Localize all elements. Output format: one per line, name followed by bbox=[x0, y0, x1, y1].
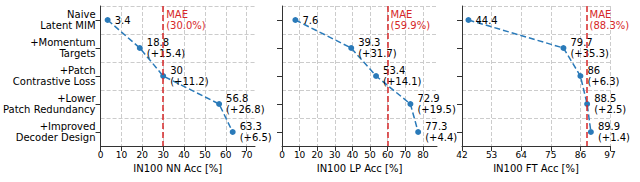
svg-text:(+31.7): (+31.7) bbox=[358, 48, 397, 59]
svg-text:77.3: 77.3 bbox=[425, 121, 447, 132]
svg-text:(+6.5): (+6.5) bbox=[240, 132, 272, 143]
svg-text:79.7: 79.7 bbox=[570, 37, 592, 48]
svg-text:97: 97 bbox=[604, 150, 615, 160]
svg-text:3.4: 3.4 bbox=[115, 15, 131, 26]
svg-text:Latent MIM: Latent MIM bbox=[40, 20, 95, 31]
svg-text:+Momentum: +Momentum bbox=[30, 37, 95, 48]
svg-text:50: 50 bbox=[364, 150, 376, 160]
svg-text:(+14.1): (+14.1) bbox=[383, 76, 422, 87]
svg-text:39.3: 39.3 bbox=[358, 37, 380, 48]
svg-text:Decoder Design: Decoder Design bbox=[16, 132, 96, 143]
svg-text:(+6.3): (+6.3) bbox=[587, 76, 619, 87]
svg-text:10: 10 bbox=[294, 150, 306, 160]
svg-text:IN100 LP Acc [%]: IN100 LP Acc [%] bbox=[317, 163, 403, 174]
svg-text:IN100 FT Acc [%]: IN100 FT Acc [%] bbox=[493, 163, 579, 174]
svg-text:MAE: MAE bbox=[590, 9, 612, 20]
svg-text:30: 30 bbox=[170, 65, 183, 76]
svg-text:70: 70 bbox=[241, 150, 253, 160]
svg-text:MAE: MAE bbox=[391, 9, 413, 20]
svg-text:IN100 NN Acc [%]: IN100 NN Acc [%] bbox=[133, 163, 222, 174]
svg-text:+Improved: +Improved bbox=[40, 121, 96, 132]
svg-text:Contrastive Loss: Contrastive Loss bbox=[13, 76, 96, 87]
svg-text:(+19.5): (+19.5) bbox=[417, 104, 456, 115]
svg-text:MAE: MAE bbox=[166, 9, 188, 20]
svg-text:63.3: 63.3 bbox=[240, 121, 262, 132]
svg-text:20: 20 bbox=[137, 150, 149, 160]
svg-text:(+11.2): (+11.2) bbox=[170, 76, 209, 87]
svg-text:42: 42 bbox=[456, 150, 467, 160]
svg-text:18.8: 18.8 bbox=[147, 37, 169, 48]
svg-text:64: 64 bbox=[515, 150, 527, 160]
svg-text:30: 30 bbox=[157, 150, 169, 160]
svg-text:+Patch: +Patch bbox=[60, 65, 96, 76]
svg-text:44.4: 44.4 bbox=[475, 15, 497, 26]
svg-text:50: 50 bbox=[199, 150, 211, 160]
svg-text:7.6: 7.6 bbox=[302, 15, 318, 26]
svg-text:30: 30 bbox=[329, 150, 341, 160]
svg-text:(30.0%): (30.0%) bbox=[166, 20, 206, 31]
svg-text:0: 0 bbox=[279, 150, 285, 160]
svg-text:(+1.4): (+1.4) bbox=[598, 132, 630, 143]
svg-text:89.9: 89.9 bbox=[598, 121, 620, 132]
svg-text:(+35.3): (+35.3) bbox=[570, 48, 609, 59]
svg-text:(+26.8): (+26.8) bbox=[226, 104, 265, 115]
svg-text:Naive: Naive bbox=[67, 9, 95, 20]
svg-text:60: 60 bbox=[382, 150, 394, 160]
svg-text:(59.9%): (59.9%) bbox=[391, 20, 431, 31]
svg-text:20: 20 bbox=[312, 150, 324, 160]
svg-text:60: 60 bbox=[220, 150, 232, 160]
svg-text:88.5: 88.5 bbox=[594, 93, 616, 104]
svg-text:Patch Redundancy: Patch Redundancy bbox=[3, 104, 96, 115]
svg-text:(+4.4): (+4.4) bbox=[425, 132, 457, 143]
svg-text:40: 40 bbox=[347, 150, 359, 160]
svg-text:(+15.4): (+15.4) bbox=[147, 48, 186, 59]
svg-text:86: 86 bbox=[575, 150, 587, 160]
svg-text:(+2.5): (+2.5) bbox=[594, 104, 626, 115]
svg-text:Targets: Targets bbox=[58, 48, 95, 59]
svg-text:0: 0 bbox=[98, 150, 104, 160]
svg-text:56.8: 56.8 bbox=[226, 93, 248, 104]
svg-text:53.4: 53.4 bbox=[383, 65, 405, 76]
svg-text:75: 75 bbox=[545, 150, 556, 160]
svg-text:70: 70 bbox=[400, 150, 412, 160]
svg-text:40: 40 bbox=[178, 150, 190, 160]
svg-text:+Lower: +Lower bbox=[57, 93, 96, 104]
svg-text:80: 80 bbox=[417, 150, 429, 160]
svg-text:86: 86 bbox=[587, 65, 600, 76]
svg-text:53: 53 bbox=[486, 150, 497, 160]
svg-text:10: 10 bbox=[116, 150, 128, 160]
svg-text:72.9: 72.9 bbox=[417, 93, 439, 104]
svg-text:(88.3%): (88.3%) bbox=[590, 20, 630, 31]
